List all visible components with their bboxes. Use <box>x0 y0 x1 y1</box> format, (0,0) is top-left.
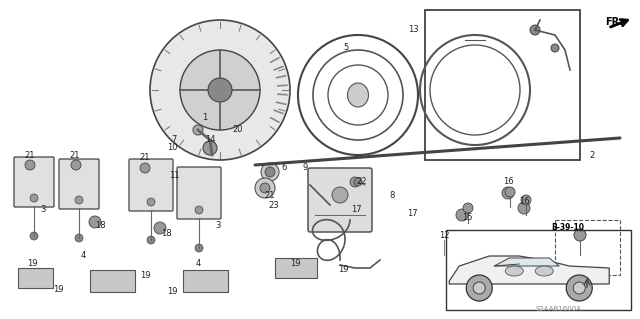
Text: 19: 19 <box>52 286 63 294</box>
Text: 17: 17 <box>351 205 362 214</box>
Bar <box>18 268 53 288</box>
FancyBboxPatch shape <box>177 167 221 219</box>
Text: B-39-10: B-39-10 <box>552 224 584 233</box>
Text: 5: 5 <box>344 43 349 53</box>
Text: 1: 1 <box>202 114 207 122</box>
Circle shape <box>71 160 81 170</box>
Circle shape <box>265 167 275 177</box>
Bar <box>555 220 620 275</box>
Circle shape <box>332 187 348 203</box>
Text: 18: 18 <box>95 220 106 229</box>
Text: 14: 14 <box>205 136 215 145</box>
FancyBboxPatch shape <box>59 159 99 209</box>
Circle shape <box>473 282 485 294</box>
Circle shape <box>530 25 540 35</box>
Text: 3: 3 <box>215 220 221 229</box>
Circle shape <box>193 125 203 135</box>
Circle shape <box>89 216 101 228</box>
Circle shape <box>154 222 166 234</box>
Ellipse shape <box>505 266 524 276</box>
Circle shape <box>195 206 203 214</box>
Circle shape <box>354 178 362 186</box>
Text: 20: 20 <box>233 125 243 135</box>
Text: 22: 22 <box>356 177 367 187</box>
Circle shape <box>147 198 155 206</box>
Text: FR.: FR. <box>605 17 623 27</box>
Circle shape <box>518 202 530 214</box>
Circle shape <box>260 183 270 193</box>
Text: 21: 21 <box>25 151 35 160</box>
Polygon shape <box>494 258 559 266</box>
Circle shape <box>180 50 260 130</box>
Text: 7: 7 <box>172 135 177 144</box>
Circle shape <box>566 275 592 301</box>
Circle shape <box>30 194 38 202</box>
Circle shape <box>147 236 155 244</box>
Circle shape <box>75 196 83 204</box>
FancyBboxPatch shape <box>14 157 54 207</box>
Bar <box>90 270 135 292</box>
Text: 21: 21 <box>70 151 80 160</box>
Text: 2: 2 <box>589 151 595 160</box>
Circle shape <box>208 78 232 102</box>
FancyBboxPatch shape <box>129 159 173 211</box>
Text: 9: 9 <box>302 164 308 173</box>
Text: 12: 12 <box>439 231 449 240</box>
Circle shape <box>456 209 468 221</box>
Circle shape <box>574 229 586 241</box>
Circle shape <box>573 282 585 294</box>
Polygon shape <box>449 256 609 284</box>
Text: 21: 21 <box>265 191 275 201</box>
Bar <box>183 270 228 292</box>
Circle shape <box>140 163 150 173</box>
Text: S2AAB1600A: S2AAB1600A <box>535 306 581 312</box>
Text: 21: 21 <box>140 153 150 162</box>
Circle shape <box>75 234 83 242</box>
Circle shape <box>195 244 203 252</box>
Circle shape <box>505 187 515 197</box>
Text: 18: 18 <box>161 228 172 238</box>
Text: 19: 19 <box>338 265 348 275</box>
Text: 16: 16 <box>518 197 529 206</box>
Text: 16: 16 <box>502 177 513 187</box>
Text: 8: 8 <box>389 190 395 199</box>
Bar <box>275 258 317 278</box>
FancyBboxPatch shape <box>308 168 372 232</box>
Circle shape <box>463 203 473 213</box>
Text: 23: 23 <box>269 202 279 211</box>
Circle shape <box>467 275 492 301</box>
Text: 3: 3 <box>40 205 45 214</box>
Ellipse shape <box>535 266 553 276</box>
Circle shape <box>203 141 217 155</box>
Circle shape <box>255 178 275 198</box>
Circle shape <box>30 232 38 240</box>
Circle shape <box>551 44 559 52</box>
Text: 6: 6 <box>282 164 287 173</box>
Bar <box>446 230 631 310</box>
Text: 11: 11 <box>169 170 179 180</box>
Circle shape <box>150 20 290 160</box>
Text: 19: 19 <box>140 271 150 279</box>
Circle shape <box>521 195 531 205</box>
Text: 19: 19 <box>27 259 37 269</box>
Text: 17: 17 <box>406 209 417 218</box>
Bar <box>425 10 580 160</box>
Ellipse shape <box>348 83 369 107</box>
Text: 15: 15 <box>461 212 472 221</box>
Text: 19: 19 <box>290 258 300 268</box>
Circle shape <box>25 160 35 170</box>
Circle shape <box>502 187 514 199</box>
Text: 13: 13 <box>408 26 419 34</box>
Text: 10: 10 <box>167 144 177 152</box>
Text: 4: 4 <box>195 258 200 268</box>
Circle shape <box>261 163 279 181</box>
Circle shape <box>350 177 360 187</box>
Text: 4: 4 <box>81 251 86 261</box>
Text: 19: 19 <box>167 286 177 295</box>
